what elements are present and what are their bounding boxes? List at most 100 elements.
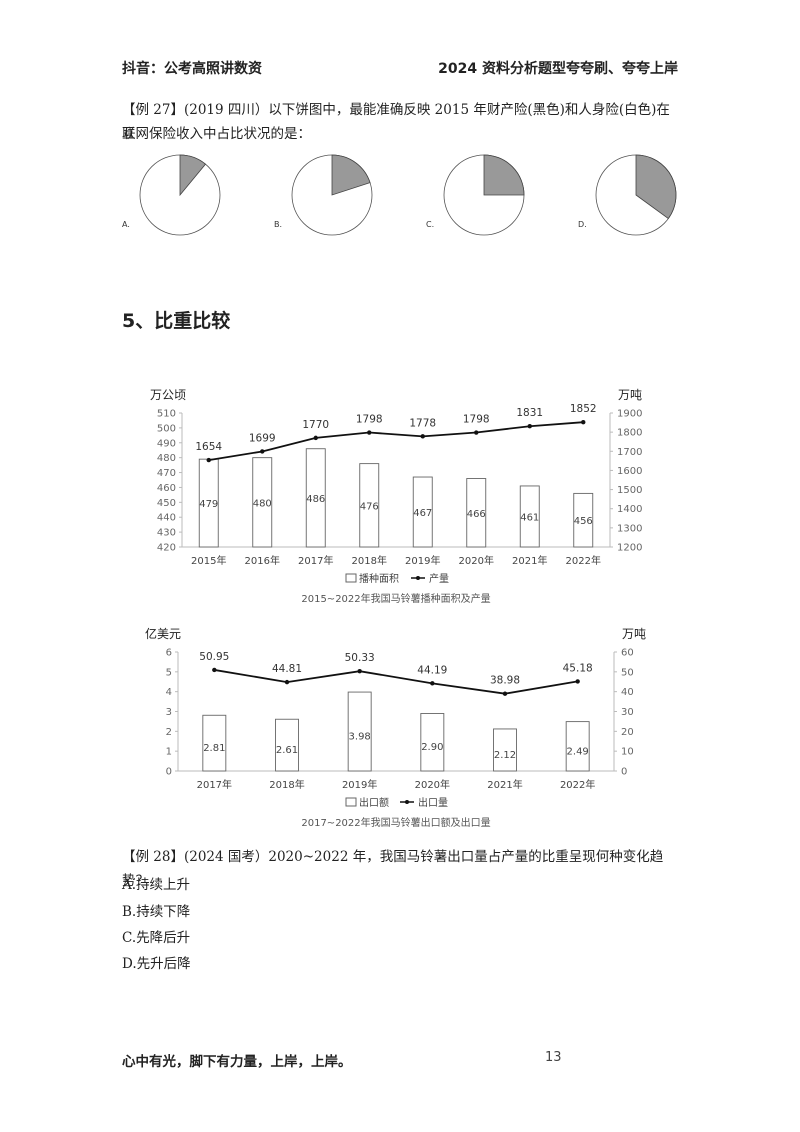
line-value-label: 1798 [356, 414, 383, 426]
line-point [206, 457, 211, 463]
pie-option-label[interactable]: B. [274, 220, 282, 229]
left-tick-label: 490 [157, 438, 176, 449]
line-point [367, 430, 372, 435]
bar [202, 714, 227, 772]
header-left: 抖音：公考高照讲数资 [122, 61, 262, 77]
right-tick-label: 10 [621, 747, 634, 758]
option-c[interactable]: C.先降后升 [122, 930, 191, 946]
pie-slice-3 [635, 154, 677, 220]
chart-area-production: 万公顷 万吨 420 430 440 450 460 470 480 490 500 510 1200 1… [150, 388, 642, 605]
bar-value-label: 2.49 [567, 746, 589, 757]
bar-value-label: 476 [360, 501, 379, 512]
chart-title: 2015~2022年我国马铃薯播种面积及产量 [301, 592, 490, 605]
line-point [260, 449, 265, 454]
right-tick-label: 1700 [617, 447, 642, 458]
right-tick-label: 1400 [617, 504, 642, 515]
right-unit: 万吨 [622, 627, 646, 641]
bar [466, 478, 487, 548]
chart-title: 2017~2022年我国马铃薯出口额及出口量 [301, 816, 490, 829]
line-value-label: 1770 [302, 419, 329, 431]
right-tick-label: 1300 [617, 523, 642, 534]
bar [305, 448, 326, 548]
line-point [212, 667, 217, 673]
bar [252, 457, 273, 548]
legend-line-marker [405, 800, 409, 804]
bar [412, 476, 433, 548]
category-label: 2017年 [197, 778, 232, 791]
left-tick-label: 420 [157, 543, 176, 554]
bar-value-label: 486 [306, 494, 325, 505]
example28-question: 【例 28】(2024 国考）2020~2022 年，我国马铃薯出口量占产量的比… [122, 849, 664, 889]
right-unit: 万吨 [618, 388, 642, 402]
right-tick-label: 1200 [617, 543, 642, 554]
left-tick-label: 5 [166, 667, 172, 678]
bar [420, 713, 445, 772]
right-tick-label: 20 [621, 727, 634, 738]
right-tick-label: 1900 [617, 409, 642, 420]
bar-value-label: 466 [467, 509, 486, 520]
bar [493, 728, 517, 772]
line-point [575, 679, 580, 684]
line-value-label: 50.95 [199, 651, 229, 663]
left-tick-label: 3 [166, 707, 172, 718]
section-title: 5、比重比较 [122, 310, 231, 332]
right-tick-label: 30 [621, 707, 634, 718]
line-value-label: 1778 [409, 417, 436, 429]
line-value-label: 1654 [195, 441, 222, 453]
category-label: 2019年 [342, 778, 377, 791]
line-value-label: 1852 [570, 403, 597, 415]
footer-motto: 心中有光，脚下有力量，上岸，上岸。 [122, 1054, 352, 1070]
bar [519, 485, 540, 548]
category-label: 2020年 [415, 778, 450, 791]
category-label: 2018年 [352, 554, 387, 567]
right-tick-label: 50 [621, 667, 634, 678]
right-tick-label: 40 [621, 687, 634, 698]
option-a[interactable]: A.持续上升 [122, 877, 191, 893]
pie-option-label[interactable]: C. [426, 220, 434, 229]
example27-line2: 联网保险收入中占比状况的是： [122, 126, 311, 142]
left-tick-label: 480 [157, 453, 176, 464]
bar-value-label: 461 [520, 512, 539, 523]
left-tick-label: 460 [157, 483, 176, 494]
bar-value-label: 2.61 [276, 745, 298, 756]
line-value-label: 38.98 [490, 675, 520, 687]
legend-bar-swatch [345, 797, 357, 807]
pie-slice-1 [331, 154, 371, 196]
line-value-label: 1699 [249, 432, 276, 444]
bar [359, 463, 380, 548]
left-tick-label: 6 [166, 648, 172, 659]
page-number: 13 [545, 1050, 562, 1065]
pie-option-label[interactable]: D. [578, 220, 587, 229]
category-label: 2019年 [405, 554, 440, 567]
left-tick-label: 0 [166, 767, 172, 778]
category-label: 2022年 [560, 778, 595, 791]
category-label: 2021年 [487, 778, 522, 791]
right-tick-label: 0 [621, 767, 627, 778]
left-unit: 亿美元 [145, 626, 181, 641]
bar [347, 691, 372, 772]
pie-option-label[interactable]: A. [122, 220, 130, 229]
bar-value-label: 456 [574, 516, 593, 527]
left-tick-label: 500 [157, 423, 176, 434]
line-point [313, 435, 318, 441]
option-b[interactable]: B.持续下降 [122, 904, 191, 920]
bar-value-label: 480 [253, 498, 272, 509]
bar-value-label: 2.90 [421, 742, 443, 753]
line-value-label: 1798 [463, 414, 490, 426]
bar-value-label: 2.12 [494, 750, 516, 761]
bar-value-label: 3.98 [349, 732, 371, 743]
category-label: 2018年 [269, 778, 304, 791]
category-label: 2017年 [298, 554, 333, 567]
legend-bar-label: 出口额 [359, 796, 389, 809]
category-label: 2021年 [512, 554, 547, 567]
example27-line1: 【例 27】(2019 四川）以下饼图中，最能准确反映 2015 年财产险(黑色… [122, 102, 670, 142]
pie-slice-2 [483, 154, 525, 196]
option-d[interactable]: D.先升后降 [122, 956, 191, 972]
legend-bar-label: 播种面积 [359, 572, 399, 585]
left-tick-label: 510 [157, 409, 176, 420]
series-line [214, 669, 578, 695]
line-point [430, 681, 435, 686]
legend-line-label: 出口量 [418, 796, 448, 809]
category-label: 2022年 [566, 554, 601, 567]
